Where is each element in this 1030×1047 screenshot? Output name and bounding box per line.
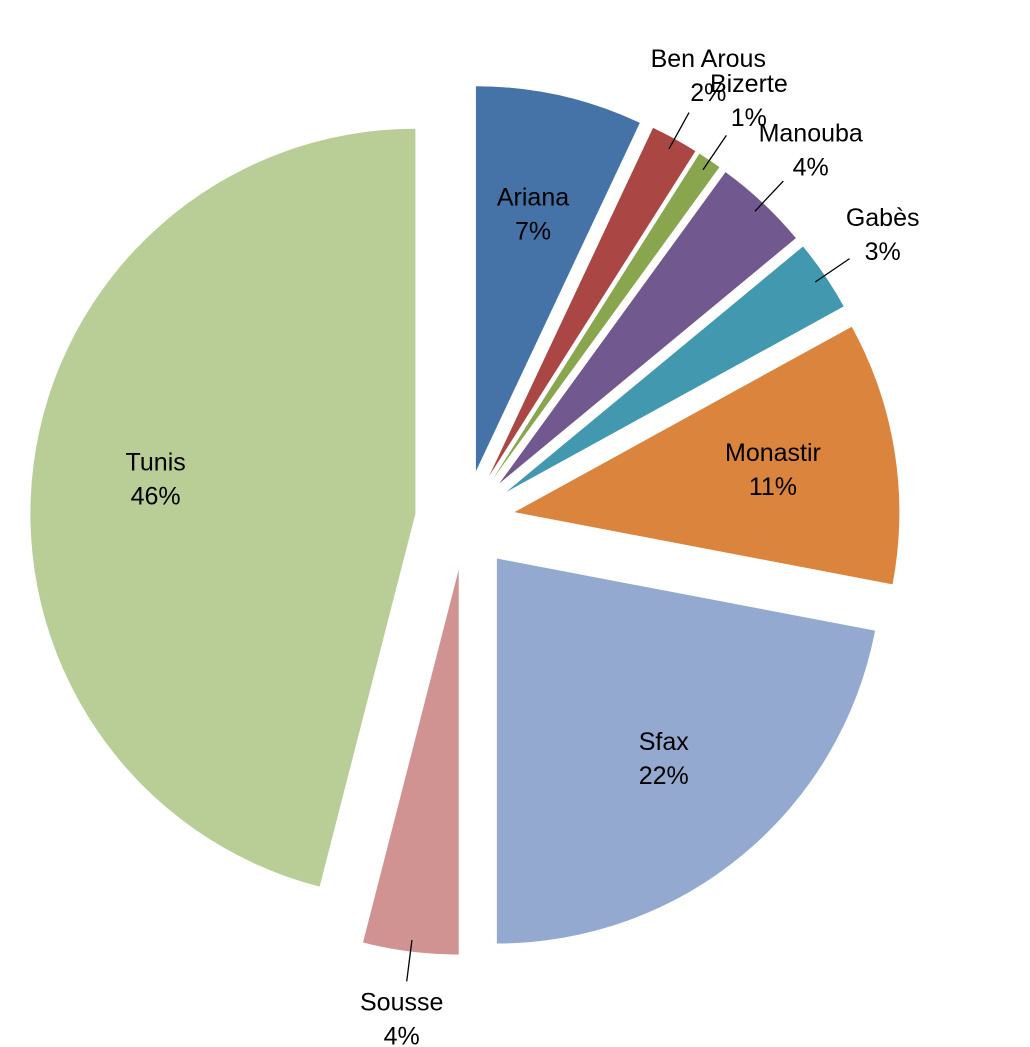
slice-label: Tunis <box>126 449 186 477</box>
pie-slice <box>30 128 416 887</box>
pie-slice <box>506 246 844 492</box>
pie-slice <box>493 153 720 479</box>
leader-line <box>406 940 413 982</box>
leader-line <box>814 258 850 283</box>
pie-slice <box>496 558 876 944</box>
slice-label: Sfax <box>639 728 690 756</box>
slice-value-label: 7% <box>515 217 551 245</box>
slice-label: Sousse <box>360 989 443 1017</box>
slice-label: Ariana <box>497 183 569 211</box>
slice-value-label: 22% <box>639 762 689 790</box>
slice-value-label: 4% <box>793 153 829 181</box>
pie-slice <box>362 569 459 955</box>
slice-label: Ben Arous <box>651 45 766 73</box>
pie-slice <box>489 127 696 477</box>
slice-label: Manouba <box>759 119 863 147</box>
slice-value-label: 1% <box>731 104 767 132</box>
slice-value-label: 46% <box>131 483 181 511</box>
pie-slice <box>514 326 900 585</box>
leader-line <box>668 112 690 150</box>
slice-value-label: 4% <box>384 1023 420 1047</box>
slice-label: Monastir <box>725 439 821 467</box>
slice-label: Bizerte <box>710 70 788 98</box>
pie-slice <box>499 172 796 484</box>
leader-line <box>702 135 727 171</box>
slice-label: Gabès <box>846 204 920 232</box>
slice-value-label: 3% <box>865 238 901 266</box>
slice-value-label: 2% <box>690 79 726 107</box>
slice-value-label: 11% <box>749 473 797 501</box>
leader-line <box>754 180 784 212</box>
pie-slice <box>475 86 640 472</box>
